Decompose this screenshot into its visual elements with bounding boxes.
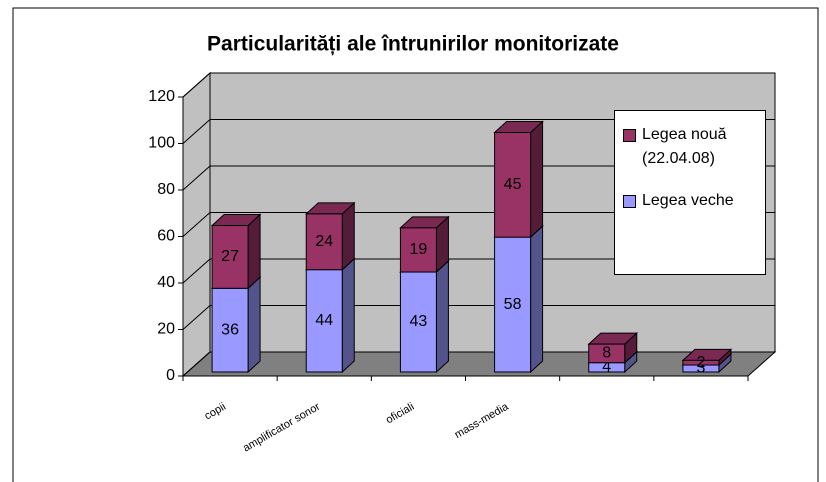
grid-line bbox=[182, 165, 775, 191]
data-label: 27 bbox=[221, 248, 239, 265]
data-label: 43 bbox=[410, 313, 428, 330]
data-label: 2 bbox=[696, 354, 705, 371]
bar bbox=[211, 225, 249, 289]
chart-title: Particularități ale întrunirilor monitor… bbox=[207, 33, 619, 56]
y-tick-label: 80 bbox=[157, 181, 175, 198]
grid-line bbox=[182, 305, 775, 330]
data-label: 44 bbox=[315, 312, 333, 329]
y-tick-label: 0 bbox=[166, 367, 175, 384]
legend-label: Legea nouă (22.04.08) bbox=[642, 126, 727, 167]
data-label: 19 bbox=[410, 241, 428, 258]
bar-side bbox=[530, 225, 544, 374]
grid-line bbox=[182, 258, 775, 284]
bar bbox=[494, 132, 532, 238]
data-label: 4 bbox=[602, 359, 611, 376]
bar bbox=[399, 271, 437, 373]
y-tick-label: 60 bbox=[157, 228, 175, 245]
legend-label: Legea veche bbox=[642, 192, 734, 209]
grid-line bbox=[182, 119, 775, 144]
y-tick-label: 20 bbox=[157, 321, 175, 338]
bar bbox=[399, 227, 437, 273]
y-tick-label: 120 bbox=[148, 88, 175, 105]
bar bbox=[305, 213, 343, 271]
grid-line bbox=[182, 351, 775, 377]
y-tick-label: 100 bbox=[148, 135, 175, 152]
legend-swatch bbox=[623, 195, 636, 208]
data-label: 8 bbox=[602, 345, 611, 362]
legend-swatch bbox=[623, 129, 636, 142]
data-label: 24 bbox=[315, 233, 333, 250]
data-label: 3 bbox=[696, 360, 705, 377]
bar bbox=[588, 343, 626, 364]
bar-side bbox=[435, 259, 449, 374]
bar bbox=[494, 236, 532, 373]
legend-item: Legea veche bbox=[623, 189, 757, 213]
grid-line bbox=[182, 212, 775, 237]
legend: Legea nouă (22.04.08) Legea veche bbox=[614, 110, 766, 275]
data-label: 45 bbox=[504, 176, 522, 193]
bar-side bbox=[530, 120, 544, 239]
bar-side bbox=[247, 213, 261, 290]
grid-line bbox=[182, 72, 775, 98]
data-label: 58 bbox=[504, 296, 522, 313]
bar bbox=[682, 359, 720, 366]
bar bbox=[305, 269, 343, 373]
bar-side bbox=[341, 257, 355, 374]
legend-item: Legea nouă (22.04.08) bbox=[623, 123, 757, 171]
data-label: 36 bbox=[221, 321, 239, 338]
bar-side bbox=[247, 276, 261, 374]
y-tick-label: 40 bbox=[157, 274, 175, 291]
